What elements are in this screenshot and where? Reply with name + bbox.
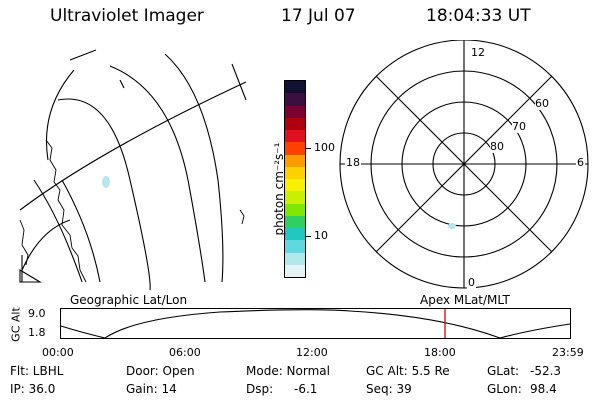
- auroral-blob: [102, 176, 110, 188]
- gain-status: Gain: 14: [126, 382, 177, 396]
- dsp-value: -6.1: [294, 382, 318, 396]
- colorbar: [284, 80, 306, 278]
- colorbar-tick-10: [306, 236, 311, 237]
- instrument-title: Ultraviolet Imager: [50, 6, 204, 26]
- timeline-ytick: 9.0: [28, 307, 46, 320]
- mlt-label-0: 0: [467, 276, 476, 289]
- colorbar-segment: [285, 166, 305, 179]
- lat-label-80: 80: [490, 140, 504, 153]
- timeline-xtick: 00:00: [42, 346, 74, 359]
- timeline-title-right: Apex MLat/MLT: [420, 293, 510, 307]
- mlt-label-6: 6: [576, 156, 585, 169]
- seq-status: Seq: 39: [366, 382, 412, 396]
- timeline-xtick: 12:00: [296, 346, 328, 359]
- altitude-curve: [60, 309, 571, 339]
- geographic-map: [19, 49, 247, 290]
- colorbar-segment: [285, 215, 305, 228]
- mlt-label-12: 12: [470, 46, 486, 59]
- colorbar-segment: [285, 142, 305, 155]
- colorbar-tick-label: 100: [314, 141, 335, 154]
- polar-plot: [339, 40, 589, 289]
- map-lat-arc: [57, 98, 151, 290]
- colorbar-unit-label: photon cm⁻²s⁻¹: [272, 142, 286, 236]
- map-meridian: [231, 63, 247, 101]
- colorbar-segment: [285, 203, 305, 216]
- colorbar-segment: [285, 130, 305, 143]
- polar-diagonal: [375, 75, 553, 253]
- timeline-xtick: 18:00: [424, 346, 456, 359]
- colorbar-segment: [285, 117, 305, 130]
- mode-status: Mode: Normal: [246, 364, 330, 378]
- lat-label-70: 70: [512, 120, 526, 133]
- colorbar-segment: [285, 105, 305, 118]
- glat-value: -52.3: [530, 364, 562, 378]
- map-lat-arc: [164, 53, 224, 283]
- lat-label-60: 60: [535, 97, 549, 110]
- map-coastline: [239, 209, 245, 225]
- colorbar-segment: [285, 179, 305, 192]
- colorbar-tick-label: 10: [314, 229, 328, 242]
- map-corner-wedge: [19, 269, 42, 283]
- map-lat-arc: [45, 69, 75, 161]
- map-lat-arc: [109, 65, 206, 283]
- date-label: 17 Jul 07: [281, 6, 356, 26]
- time-label: 18:04:33 UT: [426, 6, 531, 26]
- map-coastline: [45, 139, 87, 283]
- map-meridian: [119, 79, 125, 89]
- colorbar-tick-100: [306, 148, 311, 149]
- colorbar-segment: [285, 264, 305, 277]
- filter-status: Flt: LBHL: [10, 364, 64, 378]
- map-lat-arc: [61, 179, 101, 283]
- altitude-timeline: [60, 308, 571, 339]
- map-meridian: [19, 81, 247, 211]
- polar-auroral-blob: [448, 223, 456, 229]
- map-coastline: [19, 219, 29, 266]
- colorbar-segment: [285, 93, 305, 106]
- colorbar-segment: [285, 240, 305, 253]
- timeline-ytick: 1.8: [28, 326, 46, 339]
- glon-label: GLon:: [487, 382, 522, 396]
- glat-label: GLat:: [487, 364, 520, 378]
- timeline-frame: [60, 308, 571, 339]
- timeline-axis-label: GC Alt: [9, 307, 23, 342]
- colorbar-segment: [285, 191, 305, 204]
- mlt-label-18: 18: [345, 156, 361, 169]
- map-meridian: [21, 219, 71, 271]
- timeline-title-left: Geographic Lat/Lon: [70, 293, 188, 307]
- timeline-xtick: 06:00: [169, 346, 201, 359]
- colorbar-segment: [285, 81, 305, 94]
- glon-value: 98.4: [530, 382, 557, 396]
- map-lat-arc: [33, 179, 83, 283]
- timeline-xtick: 23:59: [552, 346, 584, 359]
- colorbar-segment: [285, 228, 305, 241]
- colorbar-segment: [285, 252, 305, 265]
- gc-alt-status: GC Alt: 5.5 Re: [366, 364, 450, 378]
- colorbar-segment: [285, 154, 305, 167]
- dsp-label: Dsp:: [246, 382, 274, 396]
- map-meridian: [69, 49, 97, 61]
- door-status: Door: Open: [126, 364, 195, 378]
- ip-status: IP: 36.0: [10, 382, 56, 396]
